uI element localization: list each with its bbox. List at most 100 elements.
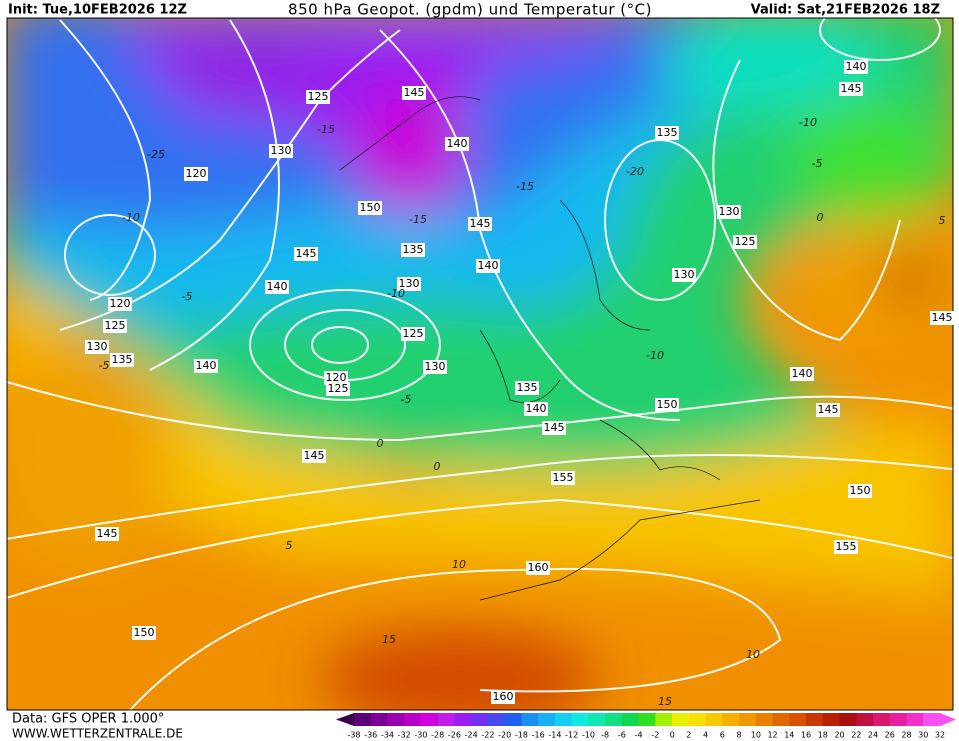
temperature-label: 0 [817, 211, 824, 224]
colorbar-segment [571, 713, 589, 726]
label-box [445, 137, 469, 151]
colorbar-tick-label: 20 [834, 731, 844, 740]
colorbar-segment [722, 713, 740, 726]
temperature-label: -15 [317, 123, 335, 136]
temperature-label: -5 [182, 290, 193, 303]
colorbar-segment [873, 713, 891, 726]
colorbar-tick-label: -18 [515, 731, 528, 740]
geopotential-label: 135 [403, 243, 424, 256]
colorbar-segment [638, 713, 656, 726]
geopotential-label: 155 [836, 540, 857, 553]
geopotential-label: 130 [87, 340, 108, 353]
label-box [401, 327, 425, 341]
colorbar-tick-label: -36 [364, 731, 377, 740]
temperature-label: -25 [147, 148, 165, 161]
colorbar-segment [538, 713, 556, 726]
label-box [930, 311, 954, 325]
colorbar-tick-label: 10 [751, 731, 761, 740]
colorbar-tick-label: -20 [498, 731, 511, 740]
label-box [108, 297, 132, 311]
colorbar-segment [789, 713, 807, 726]
temperature-label: -15 [409, 213, 427, 226]
label-box [672, 268, 696, 282]
colorbar-segment [806, 713, 824, 726]
label-box [85, 340, 109, 354]
colorbar-tick-label: -2 [651, 731, 659, 740]
colorbar-segment [404, 713, 422, 726]
colorbar-segment [705, 713, 723, 726]
colorbar-tick-label: -16 [532, 731, 545, 740]
geopotential-label: 125 [105, 319, 126, 332]
label-box [110, 353, 134, 367]
label-box [184, 167, 208, 181]
colorbar-tick-label: 2 [686, 731, 691, 740]
temperature-label: 15 [382, 633, 396, 646]
colorbar-segment [923, 713, 941, 726]
geopotential-label: 135 [517, 381, 538, 394]
temperature-label: -10 [122, 211, 140, 224]
colorbar-tick-label: -24 [465, 731, 478, 740]
geopotential-label: 160 [528, 561, 549, 574]
temperature-label: -10 [799, 116, 817, 129]
colorbar-tick-label: -6 [618, 731, 626, 740]
geopotential-label: 140 [196, 359, 217, 372]
colorbar-segment [454, 713, 472, 726]
geopotential-label: 150 [657, 398, 678, 411]
geopotential-label: 150 [850, 484, 871, 497]
temperature-label: 10 [452, 558, 466, 571]
label-box [397, 277, 421, 291]
temperature-label: -5 [99, 359, 110, 372]
colorbar-segment [655, 713, 673, 726]
label-box [655, 126, 679, 140]
colorbar-segment [856, 713, 874, 726]
colorbar-tick-label: -12 [565, 731, 578, 740]
colorbar-tick-label: 16 [801, 731, 811, 740]
label-box [848, 484, 872, 498]
geopotential-label: 145 [544, 421, 565, 434]
colorbar-segment [889, 713, 908, 726]
label-box [324, 371, 348, 385]
temperature-label: -5 [812, 157, 823, 170]
colorbar-tick-label: -26 [448, 731, 461, 740]
colorbar-tick-label: 24 [868, 731, 878, 740]
colorbar-tick-label: 18 [818, 731, 828, 740]
temperature-label: -5 [401, 393, 412, 406]
label-box [834, 540, 858, 554]
colorbar-segment [504, 713, 522, 726]
label-box [402, 86, 426, 100]
colorbar-tick-label: -10 [582, 731, 595, 740]
colorbar-tick-label: -28 [431, 731, 444, 740]
geopotential-label: 120 [186, 167, 207, 180]
geopotential-label: 120 [110, 297, 131, 310]
geopotential-label: 140 [526, 402, 547, 415]
geopotential-label: 140 [792, 367, 813, 380]
label-box [524, 402, 548, 416]
colorbar-tick-label: -32 [398, 731, 411, 740]
colorbar-tick-label: -8 [601, 731, 609, 740]
temperature-label: 5 [939, 214, 946, 227]
geopotential-label: 130 [399, 277, 420, 290]
colorbar-tick-label: -30 [414, 731, 427, 740]
colorbar-segment [739, 713, 757, 726]
label-box [265, 280, 289, 294]
label-box [542, 421, 566, 435]
geopotential-label: 130 [674, 268, 695, 281]
colorbar-segment [621, 713, 640, 726]
colorbar-segment [605, 713, 623, 726]
geopotential-label: 130 [719, 205, 740, 218]
colorbar-segment [839, 713, 857, 726]
colorbar-tick-label: 14 [784, 731, 794, 740]
geopotential-label: 130 [425, 360, 446, 373]
geopotential-label: 160 [493, 690, 514, 703]
label-box [132, 626, 156, 640]
temperature-label: -20 [626, 165, 644, 178]
label-box [551, 471, 575, 485]
label-box [468, 217, 492, 231]
label-box [717, 205, 741, 219]
temperature-label: 0 [377, 437, 384, 450]
label-box [526, 561, 550, 575]
colorbar-segment [521, 713, 539, 726]
geopotential-label: 145 [818, 403, 839, 416]
colorbar-tick-label: 22 [851, 731, 861, 740]
